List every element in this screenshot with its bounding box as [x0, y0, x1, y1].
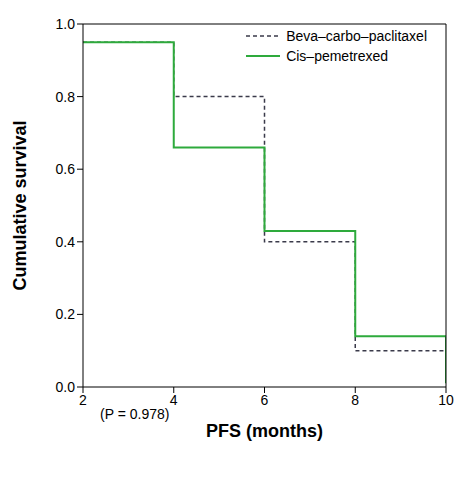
svg-text:0.6: 0.6 — [56, 161, 76, 177]
svg-text:0.2: 0.2 — [56, 306, 76, 322]
svg-text:0.8: 0.8 — [56, 89, 76, 105]
svg-text:0.4: 0.4 — [56, 234, 76, 250]
svg-text:1.0: 1.0 — [56, 16, 76, 32]
svg-text:6: 6 — [261, 392, 269, 408]
html-text:Beva–carbo–paclitaxel: Beva–carbo–paclitaxel — [286, 28, 427, 44]
svg-text:Cumulative survival: Cumulative survival — [10, 120, 30, 290]
html-text:(P = 0.978): (P = 0.978) — [100, 406, 170, 422]
svg-text:0.0: 0.0 — [56, 379, 76, 395]
svg-text:4: 4 — [170, 392, 178, 408]
svg-text:8: 8 — [351, 392, 359, 408]
svg-text:10: 10 — [438, 392, 454, 408]
svg-text:2: 2 — [79, 392, 87, 408]
html-text:Cis–pemetrexed: Cis–pemetrexed — [286, 48, 389, 64]
svg-text:PFS (months): PFS (months) — [206, 421, 323, 441]
